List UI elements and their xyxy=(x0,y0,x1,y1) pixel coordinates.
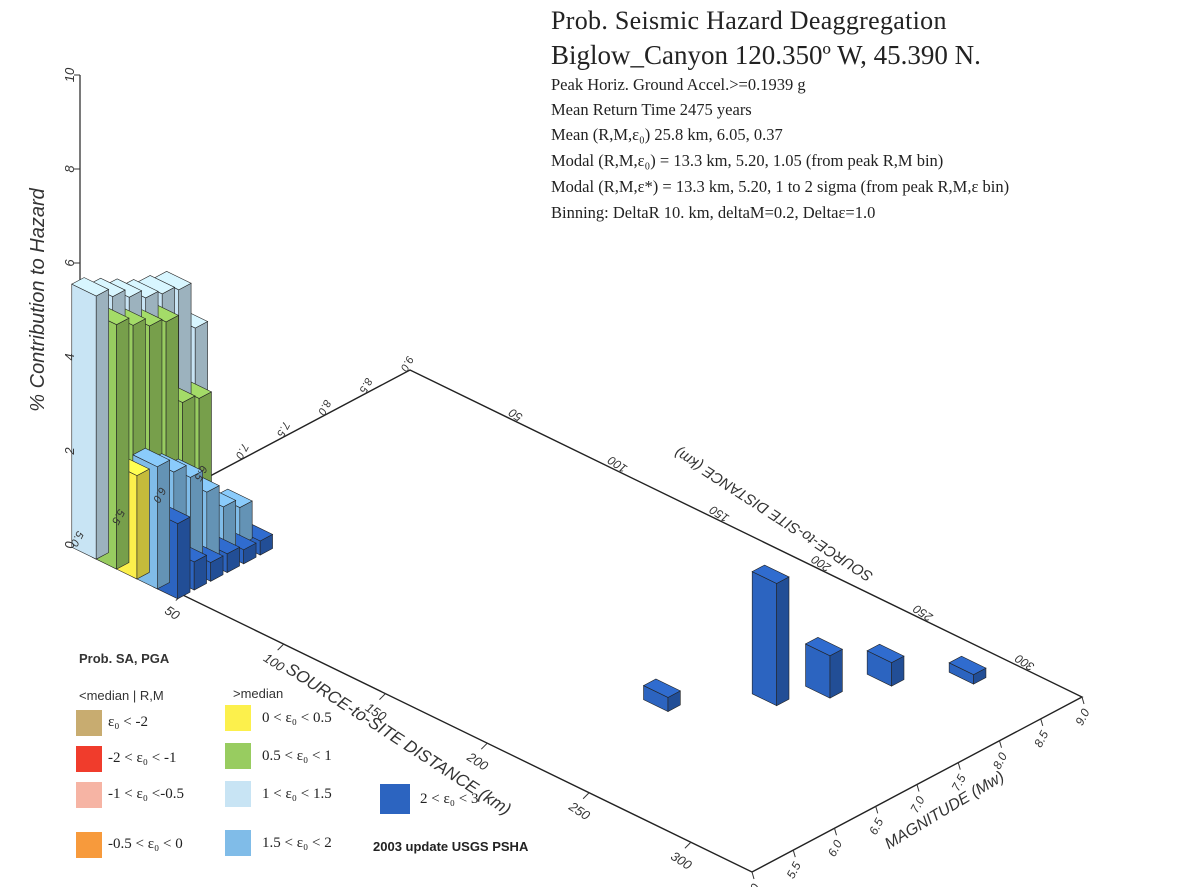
info-line-modal-rm: Modal (R,M,ε₀) = 13.3 km, 5.20, 1.05 (fr… xyxy=(551,151,944,170)
legend-above-median-header: >median xyxy=(233,686,284,701)
legend-title: Prob. SA, PGA xyxy=(79,651,170,666)
magnitude-tick xyxy=(916,784,920,792)
credit-text: 2003 update USGS PSHA xyxy=(373,839,529,854)
magnitude-tick-label: 5.0 xyxy=(742,881,762,887)
legend-label: 0.5 < ε₀ < 1 xyxy=(262,748,332,764)
info-line-pga: Peak Horiz. Ground Accel.>=0.1939 g xyxy=(551,75,806,94)
z-tick-label: 2 xyxy=(62,447,77,456)
distance-tick xyxy=(684,841,692,849)
bar-face-side xyxy=(776,576,790,707)
distance-axis-label-back: SOURCE-to-SITE DISTANCE (km) xyxy=(671,444,876,585)
magnitude-axis-label: MAGNITUDE (Mw) xyxy=(882,768,1007,853)
bar xyxy=(642,678,681,713)
legend-swatch-eps-minus1-minus05 xyxy=(76,782,102,808)
chart-bars xyxy=(71,271,987,713)
distance-tick-label-back: 300 xyxy=(1012,651,1037,674)
distance-tick-label-back: 150 xyxy=(707,502,732,525)
z-tick-label: 4 xyxy=(62,353,77,360)
legend-label: ε₀ < -2 xyxy=(108,714,148,730)
magnitude-tick xyxy=(875,806,879,814)
info-line-modal-eps: Modal (R,M,ε*) = 13.3 km, 5.20, 1 to 2 s… xyxy=(551,177,1010,196)
legend-swatch-eps-15-2 xyxy=(225,830,251,856)
magnitude-tick xyxy=(999,740,1002,748)
bar-face-top xyxy=(751,564,790,584)
magnitude-tick xyxy=(834,828,837,836)
z-tick-label: 6 xyxy=(62,259,77,267)
site-location: Biglow_Canyon 120.350º W, 45.390 N. xyxy=(551,40,981,70)
magnitude-tick-label-back: 7.0 xyxy=(232,441,250,461)
magnitude-tick xyxy=(957,762,961,770)
distance-tick-label: 50 xyxy=(162,603,183,624)
magnitude-tick xyxy=(792,849,796,858)
bar-face-top xyxy=(804,637,844,657)
magnitude-tick-label-back: 7.5 xyxy=(274,419,292,439)
z-axis-label: % Contribution to Hazard xyxy=(27,187,49,411)
magnitude-tick xyxy=(1040,718,1044,727)
legend-swatch-eps-05-1 xyxy=(225,743,251,769)
magnitude-tick-label-back: 8.5 xyxy=(356,376,374,396)
info-line-binning: Binning: DeltaR 10. km, deltaM=0.2, Delt… xyxy=(551,203,876,222)
z-tick-label: 0 xyxy=(62,541,77,549)
magnitude-tick-label: 8.5 xyxy=(1031,728,1051,750)
legend-swatch-eps-minus05-0 xyxy=(76,832,102,858)
magnitude-tick-label: 9.0 xyxy=(1072,706,1092,728)
z-tick-label: 10 xyxy=(62,67,77,82)
distance-tick-label-back: 250 xyxy=(910,602,936,625)
distance-tick xyxy=(480,742,488,750)
bar-face-side xyxy=(829,648,843,699)
bar-face-front xyxy=(71,283,97,560)
distance-tick xyxy=(277,643,284,651)
distance-tick xyxy=(379,693,386,700)
z-tick-label: 8 xyxy=(62,165,77,173)
info-line-return-time: Mean Return Time 2475 years xyxy=(551,100,752,119)
distance-tick-label: 200 xyxy=(464,749,492,774)
magnitude-tick xyxy=(1081,696,1085,705)
magnitude-tick-label: 8.0 xyxy=(990,750,1010,772)
bar-face-side xyxy=(116,317,130,570)
legend-label: -1 < ε₀ <-0.5 xyxy=(108,786,184,802)
magnitude-tick xyxy=(751,871,755,880)
info-line-mean: Mean (R,M,ε₀) 25.8 km, 6.05, 0.37 xyxy=(551,125,783,144)
distance-tick-label-back: 50 xyxy=(506,405,525,424)
magnitude-tick-label: 6.0 xyxy=(825,837,845,859)
legend-swatch-eps-minus2-minus1 xyxy=(76,746,102,772)
legend-below-median-header: <median | R,M xyxy=(79,688,164,703)
distance-tick-label: 300 xyxy=(668,848,695,873)
distance-tick-label-back: 100 xyxy=(605,453,630,476)
legend-label: 0 < ε₀ < 0.5 xyxy=(262,710,332,726)
legend-swatch-eps-0-05 xyxy=(225,705,251,731)
bar-face-top xyxy=(866,643,905,663)
bar-face-top xyxy=(642,678,681,698)
magnitude-tick-label: 6.5 xyxy=(866,816,886,838)
bar-face-top xyxy=(948,655,987,676)
bar-face-top xyxy=(71,277,110,297)
bar xyxy=(71,277,110,560)
legend-label: 1.5 < ε₀ < 2 xyxy=(262,835,332,851)
legend-swatch-eps-lt-minus2 xyxy=(76,710,102,736)
distance-tick-label: 250 xyxy=(566,798,594,823)
bar-face-top xyxy=(132,447,171,468)
legend-swatch-eps-2-3 xyxy=(380,784,410,814)
magnitude-tick-label-back: 8.0 xyxy=(315,398,333,418)
bar xyxy=(804,637,844,699)
bar-face-side xyxy=(95,288,109,560)
bar-face-side xyxy=(177,516,191,600)
bar-face-side xyxy=(136,468,150,580)
bar xyxy=(948,655,987,685)
distance-tick xyxy=(582,792,590,800)
legend-label: 2 < ε₀ < 3 xyxy=(420,791,479,807)
magnitude-tick-label: 5.5 xyxy=(784,859,804,881)
legend-swatch-eps-1-15 xyxy=(225,781,251,807)
legend-label: 1 < ε₀ < 1.5 xyxy=(262,786,332,802)
legend-label: -0.5 < ε₀ < 0 xyxy=(108,836,183,852)
bar-face-front xyxy=(751,571,777,707)
bar xyxy=(751,564,790,707)
legend-label: -2 < ε₀ < -1 xyxy=(108,750,177,766)
bar-face-side xyxy=(157,459,170,590)
bar xyxy=(866,643,905,687)
chart-title: Prob. Seismic Hazard Deaggregation xyxy=(551,6,947,35)
